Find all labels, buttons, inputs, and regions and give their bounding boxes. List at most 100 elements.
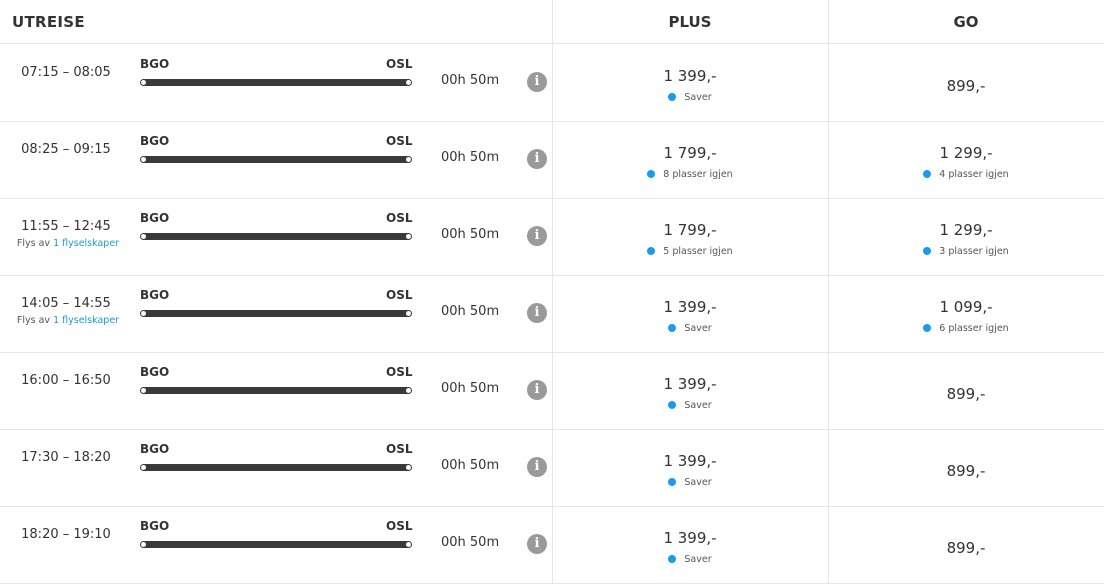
- route-bar: [140, 310, 412, 317]
- origin-dot-icon: [141, 157, 146, 162]
- plus-fare-cell[interactable]: 1 399,- Saver: [552, 430, 828, 507]
- availability-dot-icon: [647, 170, 656, 178]
- plus-availability: Saver: [552, 92, 828, 103]
- availability-dot-icon: [668, 93, 677, 101]
- go-price: 899,-: [946, 77, 986, 95]
- go-price: 899,-: [946, 462, 986, 480]
- origin-airport: BGO: [140, 288, 170, 302]
- origin-dot-icon: [141, 311, 146, 316]
- go-fare-cell[interactable]: 1 099,- 6 plasser igjen: [828, 276, 1104, 353]
- plus-availability-label: 8 plasser igjen: [663, 169, 733, 180]
- go-availability: 6 plasser igjen: [828, 323, 1104, 334]
- departure-arrival-time: 18:20 – 19:10: [21, 527, 111, 542]
- departure-arrival-time: 14:05 – 14:55: [21, 296, 111, 311]
- plus-availability-label: Saver: [684, 92, 712, 103]
- go-fare-cell[interactable]: 899,-: [828, 507, 1104, 584]
- destination-dot-icon: [406, 311, 411, 316]
- route-bar: [140, 541, 412, 548]
- go-availability-label: 6 plasser igjen: [939, 323, 1009, 334]
- origin-airport: BGO: [140, 57, 170, 71]
- go-fare-cell[interactable]: 899,-: [828, 353, 1104, 430]
- destination-airport: OSL: [386, 519, 413, 533]
- go-availability: 3 plasser igjen: [828, 246, 1104, 257]
- destination-dot-icon: [406, 388, 411, 393]
- destination-airport: OSL: [386, 211, 413, 225]
- info-circle-icon[interactable]: i: [527, 149, 547, 169]
- info-circle-icon[interactable]: i: [527, 534, 547, 554]
- plus-availability: Saver: [552, 477, 828, 488]
- plus-fare-cell[interactable]: 1 399,- Saver: [552, 507, 828, 584]
- flight-duration: 00h 50m: [441, 381, 500, 396]
- destination-dot-icon: [406, 542, 411, 547]
- go-fare-cell[interactable]: 1 299,- 4 plasser igjen: [828, 122, 1104, 199]
- plus-price: 1 399,-: [663, 67, 717, 85]
- plus-fare-cell[interactable]: 1 399,- Saver: [552, 276, 828, 353]
- origin-airport: BGO: [140, 134, 170, 148]
- destination-airport: OSL: [386, 288, 413, 302]
- origin-airport: BGO: [140, 442, 170, 456]
- departure-arrival-time: 17:30 – 18:20: [21, 450, 111, 465]
- go-price: 899,-: [946, 385, 986, 403]
- go-availability-label: 3 plasser igjen: [939, 246, 1009, 257]
- departure-arrival-time: 11:55 – 12:45: [21, 219, 111, 234]
- flight-row[interactable]: 08:25 – 09:15 BGO OSL 00h 50m i 1 799,- 8 plas…: [0, 122, 1104, 199]
- go-fare-cell[interactable]: 899,-: [828, 430, 1104, 507]
- plus-availability: 5 plasser igjen: [552, 246, 828, 257]
- origin-dot-icon: [141, 234, 146, 239]
- flight-duration: 00h 50m: [441, 458, 500, 473]
- plus-price: 1 399,-: [663, 375, 717, 393]
- origin-airport: BGO: [140, 519, 170, 533]
- operator-link[interactable]: 1 flyselskaper: [53, 315, 120, 326]
- plus-fare-cell[interactable]: 1 399,- Saver: [552, 45, 828, 122]
- plus-price: 1 399,-: [663, 298, 717, 316]
- availability-dot-icon: [668, 555, 677, 563]
- destination-airport: OSL: [386, 442, 413, 456]
- go-fare-cell[interactable]: 1 299,- 3 plasser igjen: [828, 199, 1104, 276]
- plus-availability-label: Saver: [684, 554, 712, 565]
- plus-availability: Saver: [552, 323, 828, 334]
- departure-arrival-time: 16:00 – 16:50: [21, 373, 111, 388]
- plus-availability-label: 5 plasser igjen: [663, 246, 733, 257]
- destination-airport: OSL: [386, 134, 413, 148]
- flight-duration: 00h 50m: [441, 535, 500, 550]
- column-divider: [552, 0, 553, 584]
- availability-dot-icon: [668, 324, 677, 332]
- plus-fare-cell[interactable]: 1 799,- 5 plasser igjen: [552, 199, 828, 276]
- availability-dot-icon: [668, 401, 677, 409]
- plus-fare-cell[interactable]: 1 799,- 8 plasser igjen: [552, 122, 828, 199]
- plus-fare-cell[interactable]: 1 399,- Saver: [552, 353, 828, 430]
- info-circle-icon[interactable]: i: [527, 226, 547, 246]
- info-circle-icon[interactable]: i: [527, 380, 547, 400]
- availability-dot-icon: [923, 170, 932, 178]
- operator-link[interactable]: 1 flyselskaper: [53, 238, 120, 249]
- departure-arrival-time: 08:25 – 09:15: [21, 142, 111, 157]
- origin-dot-icon: [141, 542, 146, 547]
- go-price: 1 099,-: [939, 298, 993, 316]
- operator-prefix: Flys av: [16, 238, 51, 249]
- plus-price: 1 399,-: [663, 452, 717, 470]
- info-circle-icon[interactable]: i: [527, 303, 547, 323]
- flight-row[interactable]: 11:55 – 12:45 Flys av 1 flyselskaper BGO OS…: [0, 199, 1104, 276]
- route-bar: [140, 387, 412, 394]
- plus-availability-label: Saver: [684, 477, 712, 488]
- plus-availability: 8 plasser igjen: [552, 169, 828, 180]
- destination-dot-icon: [406, 157, 411, 162]
- availability-dot-icon: [923, 324, 932, 332]
- plus-availability: Saver: [552, 554, 828, 565]
- info-circle-icon[interactable]: i: [527, 72, 547, 92]
- go-availability: 4 plasser igjen: [828, 169, 1104, 180]
- flight-duration: 00h 50m: [441, 150, 500, 165]
- origin-dot-icon: [141, 465, 146, 470]
- column-divider: [828, 0, 829, 584]
- info-circle-icon[interactable]: i: [527, 457, 547, 477]
- go-fare-cell[interactable]: 899,-: [828, 45, 1104, 122]
- plus-column-header: PLUS: [668, 13, 712, 31]
- route-bar: [140, 464, 412, 471]
- destination-airport: OSL: [386, 57, 413, 71]
- destination-dot-icon: [406, 80, 411, 85]
- operator-prefix: Flys av: [16, 315, 51, 326]
- go-price: 1 299,-: [939, 221, 993, 239]
- plus-price: 1 399,-: [663, 529, 717, 547]
- outbound-column-header: UTREISE: [12, 13, 85, 31]
- destination-dot-icon: [406, 465, 411, 470]
